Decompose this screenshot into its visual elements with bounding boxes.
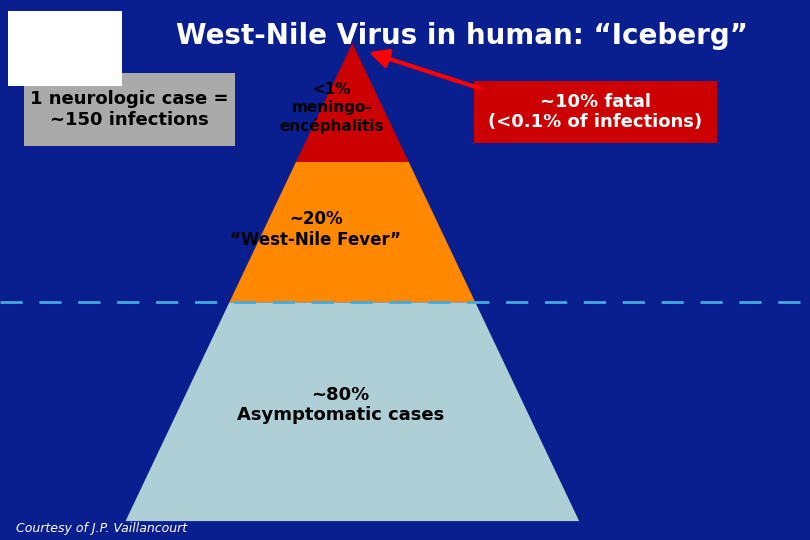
Polygon shape bbox=[229, 162, 475, 302]
Text: <1%
meningo-
encéphalitis: <1% meningo- encéphalitis bbox=[279, 83, 385, 133]
Polygon shape bbox=[296, 43, 409, 162]
Text: West-Nile Virus in human: “Iceberg”: West-Nile Virus in human: “Iceberg” bbox=[176, 22, 748, 50]
FancyBboxPatch shape bbox=[8, 11, 121, 86]
FancyBboxPatch shape bbox=[24, 73, 235, 146]
Text: ~20%
“West-Nile Fever”: ~20% “West-Nile Fever” bbox=[230, 210, 402, 249]
Polygon shape bbox=[126, 302, 579, 521]
FancyBboxPatch shape bbox=[474, 81, 717, 143]
Text: ~80%
Asymptomatic cases: ~80% Asymptomatic cases bbox=[237, 386, 444, 424]
Text: 1 neurologic case =
~150 infections: 1 neurologic case = ~150 infections bbox=[30, 90, 229, 129]
Text: ~10% fatal
(<0.1% of infections): ~10% fatal (<0.1% of infections) bbox=[488, 93, 702, 131]
Text: Courtesy of J.P. Vaillancourt: Courtesy of J.P. Vaillancourt bbox=[16, 522, 187, 535]
